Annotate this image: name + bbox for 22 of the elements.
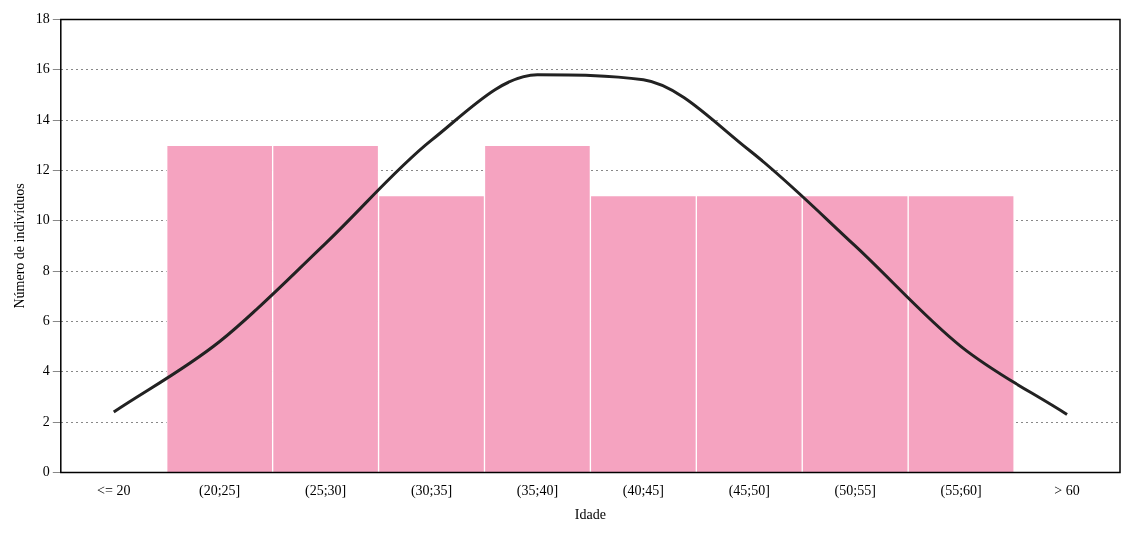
y-tick-label: 16 [35,61,50,77]
y-axis-title: Número de indivíduos [12,183,28,309]
x-tick-label: (40;45] [622,483,664,500]
x-tick-label: > 60 [1054,483,1080,499]
x-tick-label: (20;25] [199,483,241,500]
x-tick-label: (55;60] [940,483,982,500]
y-tick-label: 14 [35,111,50,127]
x-axis-title: Idade [574,507,606,523]
x-tick-label: (25;30] [304,483,347,500]
x-tick-label: <= 20 [97,483,131,499]
y-tick-label: 8 [42,262,50,278]
y-tick-label: 10 [35,212,50,228]
y-tick-label: 6 [42,313,50,329]
x-tick-label: (50;55] [834,483,876,500]
y-tick-label: 18 [35,11,50,27]
x-tick-label: (35;40] [516,483,559,500]
x-tick-label: (30;35] [410,483,453,500]
y-tick-label: 4 [42,363,50,379]
y-tick-label: 12 [35,162,50,178]
y-tick-label: 0 [42,464,50,480]
y-tick-label: 2 [42,413,50,429]
x-tick-label: (45;50] [728,483,770,500]
